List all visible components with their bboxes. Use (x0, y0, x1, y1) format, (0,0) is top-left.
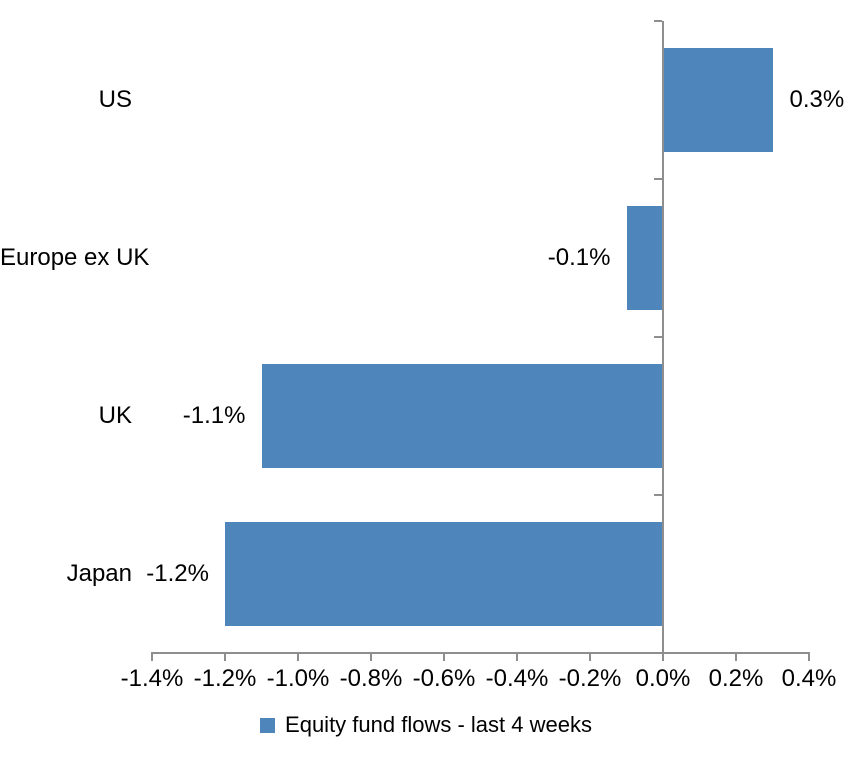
legend: Equity fund flows - last 4 weeks (0, 708, 852, 742)
x-tick (297, 653, 299, 661)
bar-us (663, 48, 773, 152)
x-tick (370, 653, 372, 661)
value-label-uk: -1.1% (182, 402, 246, 429)
x-tick (589, 653, 591, 661)
bar-japan (225, 522, 663, 626)
category-label-us: US (98, 86, 132, 113)
x-tick (516, 653, 518, 661)
x-tick (224, 653, 226, 661)
x-tick-label: -0.6% (412, 665, 476, 692)
value-label-europe-ex-uk: -0.1% (547, 244, 611, 271)
x-tick (443, 653, 445, 661)
category-label-japan: Japan (66, 560, 132, 587)
y-tick (654, 336, 662, 338)
x-tick-label: 0.0% (635, 665, 691, 692)
bar-uk (261, 364, 663, 468)
x-tick-label: 0.2% (708, 665, 764, 692)
y-tick (654, 494, 662, 496)
x-tick-label: -1.0% (266, 665, 330, 692)
category-label-europe-ex-uk: Europe ex UK (0, 244, 150, 271)
x-tick-label: -0.8% (339, 665, 403, 692)
x-tick (808, 653, 810, 661)
value-label-japan: -1.2% (146, 560, 209, 587)
y-tick (654, 20, 662, 22)
y-axis-line (662, 21, 664, 653)
x-axis-line (151, 652, 810, 654)
x-tick-label: -0.4% (485, 665, 549, 692)
bar-europe-ex-uk (626, 206, 663, 310)
x-tick (151, 653, 153, 661)
x-tick-label: -0.2% (558, 665, 622, 692)
x-tick-label: -1.2% (193, 665, 257, 692)
x-tick-label: -1.4% (120, 665, 184, 692)
x-tick (735, 653, 737, 661)
legend-label: Equity fund flows - last 4 weeks (285, 712, 592, 737)
legend-marker-icon (260, 717, 276, 733)
x-tick (662, 653, 664, 661)
category-label-uk: UK (98, 402, 132, 429)
x-tick-label: 0.4% (781, 665, 837, 692)
y-tick (654, 178, 662, 180)
value-label-us: 0.3% (789, 86, 845, 113)
